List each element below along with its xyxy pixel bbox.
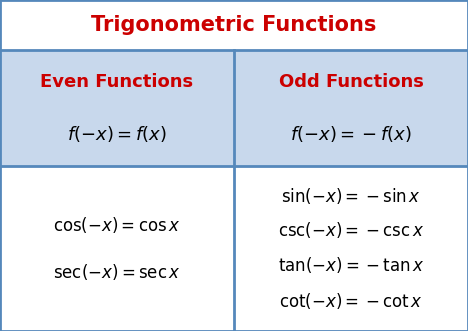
Text: $\mathrm{csc}(-x) = -\mathrm{csc}\,x$: $\mathrm{csc}(-x) = -\mathrm{csc}\,x$ — [278, 220, 424, 240]
Text: $\mathrm{cot}(-x) = -\mathrm{cot}\,x$: $\mathrm{cot}(-x) = -\mathrm{cot}\,x$ — [279, 291, 423, 311]
Text: Even Functions: Even Functions — [40, 73, 194, 91]
Text: Trigonometric Functions: Trigonometric Functions — [91, 15, 377, 35]
Bar — [0, 166, 234, 331]
Text: $\mathrm{cos}(-x) = \mathrm{cos}\,x$: $\mathrm{cos}(-x) = \mathrm{cos}\,x$ — [53, 215, 181, 235]
Bar — [234, 166, 468, 331]
Text: Odd Functions: Odd Functions — [278, 73, 424, 91]
Text: $f(-x) = -f(x)$: $f(-x) = -f(x)$ — [290, 123, 412, 144]
Bar — [0, 50, 468, 166]
Text: $\mathrm{sin}(-x) = -\mathrm{sin}\,x$: $\mathrm{sin}(-x) = -\mathrm{sin}\,x$ — [281, 186, 421, 206]
Text: $\mathrm{sec}(-x) = \mathrm{sec}\,x$: $\mathrm{sec}(-x) = \mathrm{sec}\,x$ — [53, 261, 181, 282]
Text: $\mathrm{tan}(-x) = -\mathrm{tan}\,x$: $\mathrm{tan}(-x) = -\mathrm{tan}\,x$ — [278, 255, 424, 275]
Text: $f(-x) = f(x)$: $f(-x) = f(x)$ — [67, 123, 167, 144]
Bar — [0, 0, 468, 50]
